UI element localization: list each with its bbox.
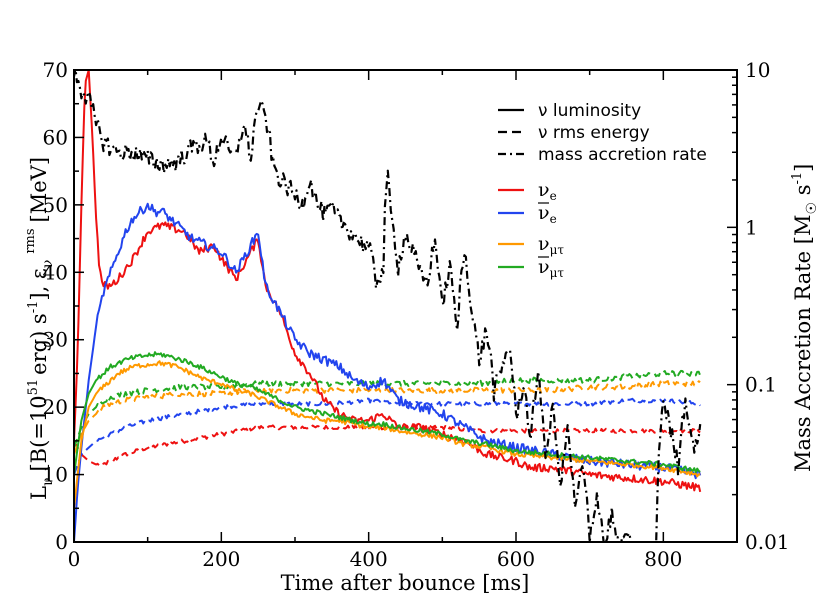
legend-label-accretion: mass accretion rate xyxy=(538,145,707,165)
y-tick-label: 50 xyxy=(43,193,68,217)
x-tick-label: 600 xyxy=(497,547,535,571)
ylabel-L: L xyxy=(27,486,51,500)
y2-tick-label: 1 xyxy=(745,215,758,239)
ylabel-unit: [B(=10 xyxy=(27,395,51,471)
series-line-0 xyxy=(74,70,702,493)
x-tick-label: 0 xyxy=(68,547,81,571)
legend-label-rms-energy: ν rms energy xyxy=(538,123,650,143)
series-line-4 xyxy=(74,424,701,467)
x-tick-label: 800 xyxy=(644,547,682,571)
series-layer xyxy=(74,70,702,542)
legend-label-anumt: νμτ xyxy=(538,256,564,280)
y-tick-label: 0 xyxy=(55,530,68,554)
legend: ν luminosity ν rms energy mass accretion… xyxy=(498,101,707,280)
series-line-8 xyxy=(74,70,702,542)
series-line-7 xyxy=(74,369,702,448)
y-tick-label: 10 xyxy=(43,463,68,487)
legend-label-anue: νe xyxy=(538,202,557,226)
series-line-3 xyxy=(74,351,701,475)
y-tick-label: 40 xyxy=(43,260,68,284)
series-line-1 xyxy=(74,202,702,542)
legend-label-nue: νe xyxy=(538,179,557,203)
y2label-close: ] xyxy=(791,164,815,172)
svg-text:Mass Accretion Rate [M☉ s-1]: Mass Accretion Rate [M☉ s-1] xyxy=(790,164,820,472)
y-tick-label: 30 xyxy=(43,328,68,352)
ylabel-mev: [MeV] xyxy=(27,157,51,222)
series-line-5 xyxy=(74,397,701,475)
y-tick-label: 70 xyxy=(43,58,68,82)
ylabel-exp51: 51 xyxy=(26,379,41,396)
y2-axis-title: Mass Accretion Rate [M☉ s-1] xyxy=(790,164,820,472)
ylabel-erg: erg) s xyxy=(27,313,51,375)
ylabel-nu-sub: ν xyxy=(40,478,56,487)
x-axis-title: Time after bounce [ms] xyxy=(281,571,530,595)
y-tick-label: 20 xyxy=(43,395,68,419)
ylabel-comma: ], ε xyxy=(27,268,51,300)
y-tick-label: 60 xyxy=(43,125,68,149)
ylabel-rms: rms xyxy=(23,228,38,253)
ylabel-expm1: -1 xyxy=(26,301,41,314)
legend-label-numt: νμτ xyxy=(538,233,564,257)
x-tick-label: 400 xyxy=(350,547,388,571)
y-axis-title: Lν[B(=1051erg) s-1], ενrms[MeV] xyxy=(23,157,56,500)
y2-tick-label: 10 xyxy=(745,58,770,82)
svg-text:Lν[B(=1051erg) s-1], ενrms[MeV: Lν[B(=1051erg) s-1], ενrms[MeV] xyxy=(23,157,56,500)
y2label-text: Mass Accretion Rate [M xyxy=(791,215,815,472)
x-tick-label: 200 xyxy=(202,547,240,571)
series-line-2 xyxy=(74,360,701,509)
series-line-6 xyxy=(74,380,701,455)
y2-tick-label: 0.01 xyxy=(745,530,790,554)
y2label-exp: -1 xyxy=(790,172,805,185)
y2-tick-label: 0.1 xyxy=(745,373,777,397)
y2label-sun: ☉ xyxy=(804,202,820,215)
ylabel-nu-sub2: ν xyxy=(40,260,56,269)
legend-label-luminosity: ν luminosity xyxy=(538,101,641,121)
ticks-layer: 0 200 400 600 800 0 10 20 30 40 50 60 70 0.01 0.1 1 10 xyxy=(43,58,790,571)
y2label-s: s xyxy=(791,185,815,202)
